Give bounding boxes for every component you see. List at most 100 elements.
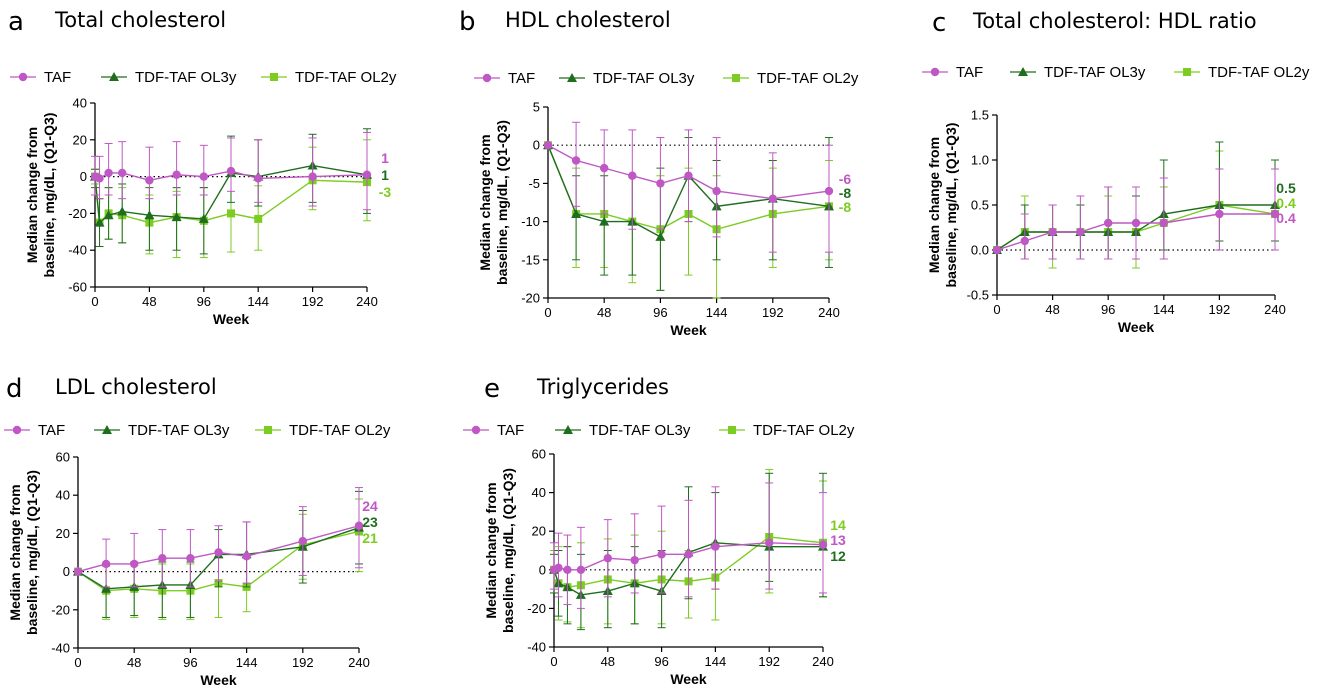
legend: TAF TDF-TAF OL3y TDF-TAF OL2y: [10, 69, 397, 86]
legend-marker-triangle: [109, 72, 119, 81]
legend-marker-triangle: [1018, 67, 1028, 76]
panel-title: HDL cholesterol: [505, 8, 671, 32]
y-axis-title-line-2: baseline, mg/dL, (Q1-Q3): [494, 120, 510, 285]
y-axis-title-line-1: Median change from: [7, 484, 23, 620]
x-tick-label: 0: [993, 302, 1000, 317]
x-tick-label: 0: [544, 305, 551, 320]
y-axis-title-line-2: baseline, mg/dL, (Q1-Q3): [943, 123, 959, 288]
end-value-label: 0.5: [1276, 180, 1296, 196]
y-tick-label: -15: [521, 252, 540, 267]
data-point: [172, 170, 181, 179]
x-axis-title: Week: [213, 311, 250, 327]
y-axis-title-line-1: Median change from: [24, 127, 40, 263]
x-tick-label: 48: [597, 305, 611, 320]
x-tick-label: 192: [302, 294, 324, 309]
y-tick-label: -20: [521, 291, 540, 306]
data-point: [242, 552, 251, 561]
data-point: [130, 559, 139, 569]
data-point: [254, 214, 263, 223]
legend: TAF TDF-TAF OL3y TDF-TAF OL2y: [4, 422, 391, 439]
data-point: [1104, 218, 1113, 228]
end-value-label: -8: [839, 199, 852, 215]
legend-marker-triangle: [102, 425, 112, 434]
end-value-label: 12: [830, 548, 846, 564]
data-point: [1076, 227, 1085, 237]
legend-entry: TAF: [508, 70, 535, 87]
panel-letter: e: [484, 374, 500, 404]
data-point: [104, 168, 113, 178]
panel-letter: b: [459, 7, 476, 37]
legend-marker-circle: [930, 67, 940, 77]
y-tick-label: 0.0: [971, 243, 989, 258]
data-point: [656, 179, 665, 188]
x-tick-label: 96: [1101, 302, 1115, 317]
y-tick-label: 5: [533, 100, 540, 115]
x-tick-label: 96: [653, 305, 667, 320]
data-point: [768, 194, 777, 203]
legend-marker-square: [264, 426, 272, 434]
chart-panel-b: b HDL cholesterol TAF TDF-TAF OL3y TDF-TAF O…: [459, 7, 859, 338]
y-tick-label: 60: [56, 450, 70, 465]
legend-marker-square: [1183, 68, 1191, 76]
data-point: [1215, 209, 1224, 219]
data-point: [1020, 236, 1029, 246]
y-axis-title-line-1: Median change from: [477, 134, 493, 270]
legend-marker-square: [732, 74, 740, 82]
data-point: [95, 174, 104, 183]
x-tick-label: 240: [356, 294, 378, 309]
y-axis-title-line-1: Median change from: [483, 482, 499, 618]
legend-entry: TDF-TAF OL3y: [135, 69, 237, 86]
x-tick-label: 192: [292, 655, 314, 670]
data-point: [765, 538, 774, 547]
data-point: [362, 170, 372, 179]
y-tick-label: -60: [68, 280, 87, 295]
y-tick-label: 0.5: [971, 198, 989, 213]
data-point: [186, 554, 195, 563]
y-tick-label: 0: [533, 138, 540, 153]
data-point: [144, 210, 155, 220]
data-point: [712, 186, 721, 196]
legend-entry: TDF-TAF OL2y: [1208, 64, 1310, 81]
legend: TAF TDF-TAF OL3y TDF-TAF OL2y: [463, 422, 855, 439]
series-taf: [992, 168, 1280, 260]
data-point: [73, 567, 83, 576]
legend-entry: TAF: [497, 422, 524, 439]
x-tick-label: 48: [127, 655, 141, 670]
x-axis-title: Week: [670, 671, 707, 687]
end-value-label: 13: [830, 532, 846, 548]
legend-marker-square: [728, 426, 736, 434]
y-tick-label: -10: [521, 214, 540, 229]
x-tick-label: 192: [758, 654, 780, 669]
end-value-label: 23: [362, 514, 378, 530]
legend-entry: TDF-TAF OL2y: [753, 422, 855, 439]
end-value-label: -3: [379, 184, 392, 200]
data-point: [571, 208, 582, 218]
x-tick-label: 192: [1209, 302, 1231, 317]
x-tick-label: 240: [1264, 302, 1286, 317]
data-point: [214, 548, 223, 557]
x-tick-label: 144: [247, 294, 269, 309]
end-value-label: 0.4: [1276, 195, 1296, 211]
data-point: [103, 210, 114, 220]
data-point: [1270, 209, 1280, 219]
y-tick-label: 40: [532, 485, 546, 500]
y-tick-label: -20: [51, 602, 70, 617]
legend-marker-circle: [18, 72, 28, 82]
data-point: [599, 216, 610, 226]
data-point: [711, 542, 720, 551]
legend-marker-triangle: [567, 73, 577, 82]
y-tick-label: -40: [68, 243, 87, 258]
data-point: [554, 563, 563, 573]
legend-entry: TAF: [956, 64, 983, 81]
y-tick-label: -20: [68, 206, 87, 221]
y-axis-title-line-1: Median change from: [926, 137, 942, 273]
data-point: [543, 141, 553, 150]
end-value-label: -8: [839, 185, 852, 201]
data-point: [684, 171, 693, 180]
data-point: [818, 540, 828, 549]
y-tick-label: 0: [539, 562, 546, 577]
chart-panel-a: a Total cholesterol TAF TDF-TAF OL3y TDF-TAF…: [8, 7, 397, 327]
end-value-label: 1: [381, 150, 389, 166]
x-tick-label: 0: [550, 654, 557, 669]
